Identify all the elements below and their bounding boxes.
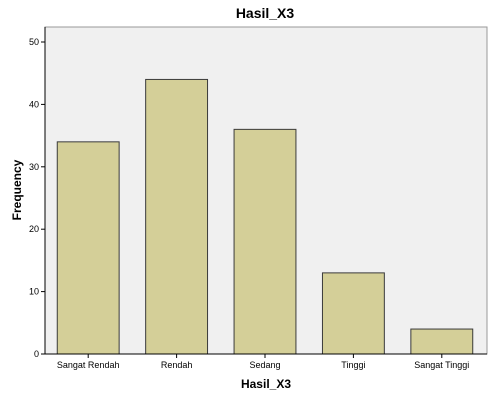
- bar: [145, 78, 209, 355]
- bar: [56, 141, 120, 355]
- bar: [321, 272, 385, 355]
- y-tick-label: 50: [29, 37, 39, 47]
- y-tick-label: 10: [29, 287, 39, 297]
- x-tick-label: Sangat Tinggi: [414, 360, 469, 370]
- x-tick-label: Tinggi: [341, 360, 365, 370]
- x-tick-label: Sangat Rendah: [57, 360, 120, 370]
- y-tick-label: 20: [29, 224, 39, 234]
- x-axis: Sangat Rendah Rendah Sedang Tinggi Sangat Ti…: [45, 353, 487, 370]
- x-axis-label: Hasil_X3: [241, 377, 291, 391]
- bar: [410, 328, 474, 355]
- y-tick-label: 0: [34, 349, 39, 359]
- y-tick-label: 30: [29, 162, 39, 172]
- chart-title: Hasil_X3: [236, 5, 295, 21]
- x-tick-label: Rendah: [161, 360, 193, 370]
- bar: [233, 128, 297, 355]
- y-axis-label: Frequency: [10, 159, 24, 220]
- bars: [56, 78, 474, 355]
- x-tick-label: Sedang: [249, 360, 280, 370]
- y-tick-label: 40: [29, 99, 39, 109]
- y-axis: 0 10 20 30 40 50: [29, 27, 46, 359]
